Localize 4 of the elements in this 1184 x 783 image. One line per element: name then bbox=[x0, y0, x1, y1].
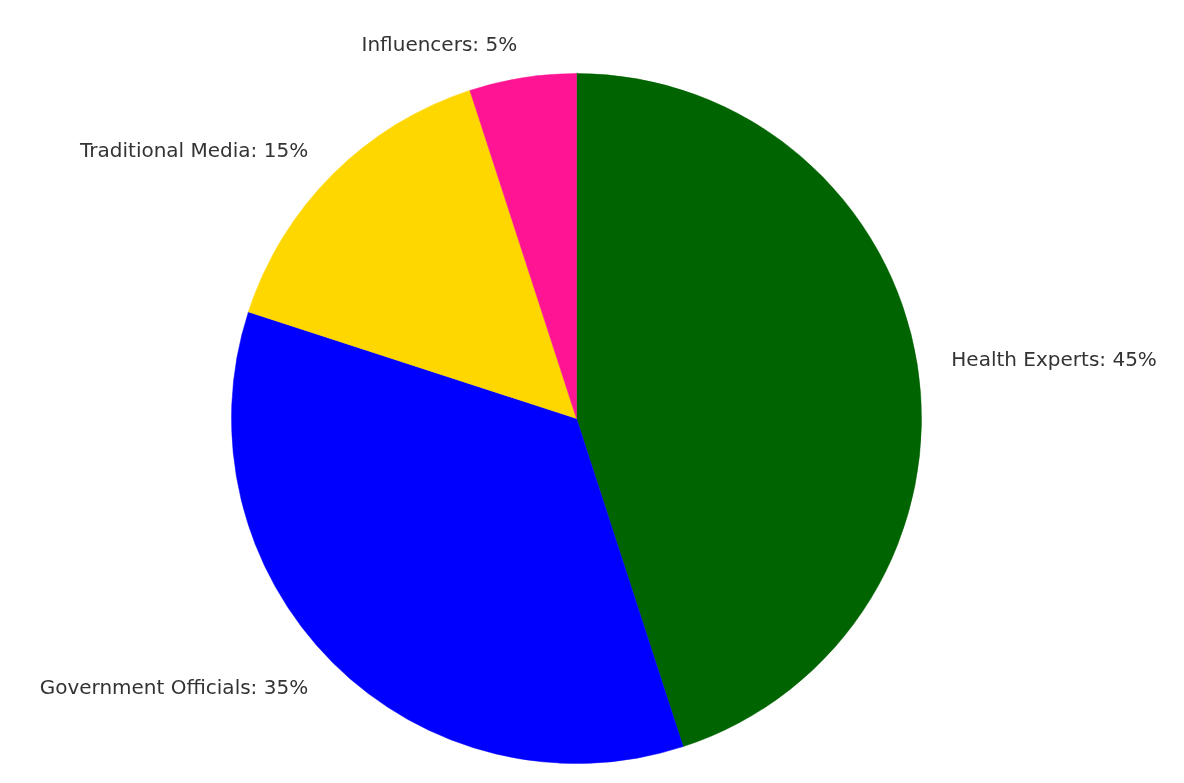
slice-label: Health Experts: 45% bbox=[951, 347, 1157, 372]
slice-label: Government Officials: 35% bbox=[39, 674, 309, 699]
slice-label: Traditional Media: 15% bbox=[79, 138, 309, 163]
slice-label: Influencers: 5% bbox=[361, 31, 518, 56]
